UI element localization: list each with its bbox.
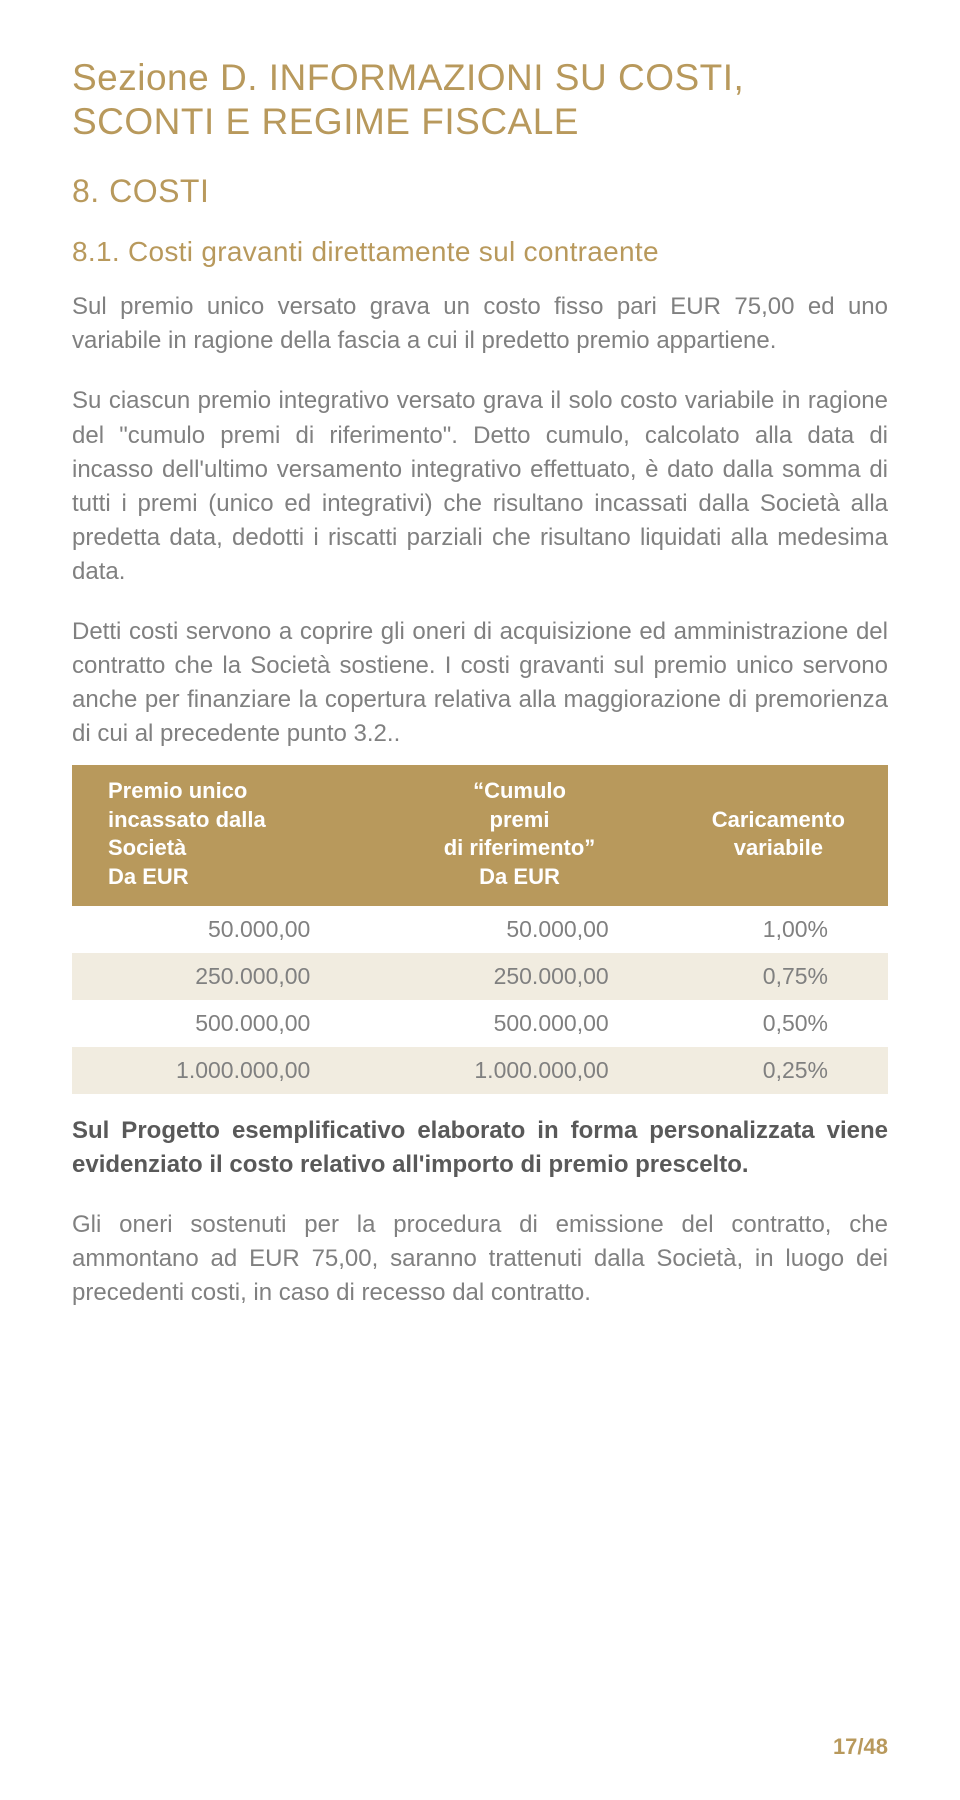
table-cell: 0,25%	[669, 1047, 888, 1094]
table-row: 1.000.000,001.000.000,000,25%	[72, 1047, 888, 1094]
table-cell: 500.000,00	[370, 1000, 668, 1047]
table-body: 50.000,0050.000,001,00%250.000,00250.000…	[72, 906, 888, 1094]
table-row: 250.000,00250.000,000,75%	[72, 953, 888, 1000]
heading-8-1: 8.1. Costi gravanti direttamente sul con…	[72, 236, 888, 268]
table-row: 500.000,00500.000,000,50%	[72, 1000, 888, 1047]
page-number: 17/48	[833, 1734, 888, 1760]
heading-costi: 8. COSTI	[72, 173, 888, 210]
paragraph-1: Sul premio unico versato grava un costo …	[72, 290, 888, 358]
table-cell: 50.000,00	[72, 906, 370, 953]
paragraph-bold: Sul Progetto esemplificativo elaborato i…	[72, 1114, 888, 1182]
paragraph-2: Su ciascun premio integrativo versato gr…	[72, 384, 888, 588]
table-cell: 500.000,00	[72, 1000, 370, 1047]
table-row: 50.000,0050.000,001,00%	[72, 906, 888, 953]
table-cell: 1.000.000,00	[370, 1047, 668, 1094]
section-title: Sezione D. INFORMAZIONI SU COSTI, SCONTI…	[72, 56, 888, 143]
col-header-premio: Premio unicoincassato dallaSocietàDa EUR	[72, 765, 370, 905]
table-cell: 0,50%	[669, 1000, 888, 1047]
table-cell: 1.000.000,00	[72, 1047, 370, 1094]
table-header: Premio unicoincassato dallaSocietàDa EUR…	[72, 765, 888, 905]
table-cell: 250.000,00	[370, 953, 668, 1000]
col-header-cumulo: “Cumulopremidi riferimento”Da EUR	[370, 765, 668, 905]
costs-table: Premio unicoincassato dallaSocietàDa EUR…	[72, 765, 888, 1093]
table-cell: 0,75%	[669, 953, 888, 1000]
paragraph-5: Gli oneri sostenuti per la procedura di …	[72, 1208, 888, 1310]
col-header-caricamento: Caricamentovariabile	[669, 765, 888, 905]
paragraph-3: Detti costi servono a coprire gli oneri …	[72, 615, 888, 751]
table-cell: 50.000,00	[370, 906, 668, 953]
table-cell: 1,00%	[669, 906, 888, 953]
table-cell: 250.000,00	[72, 953, 370, 1000]
